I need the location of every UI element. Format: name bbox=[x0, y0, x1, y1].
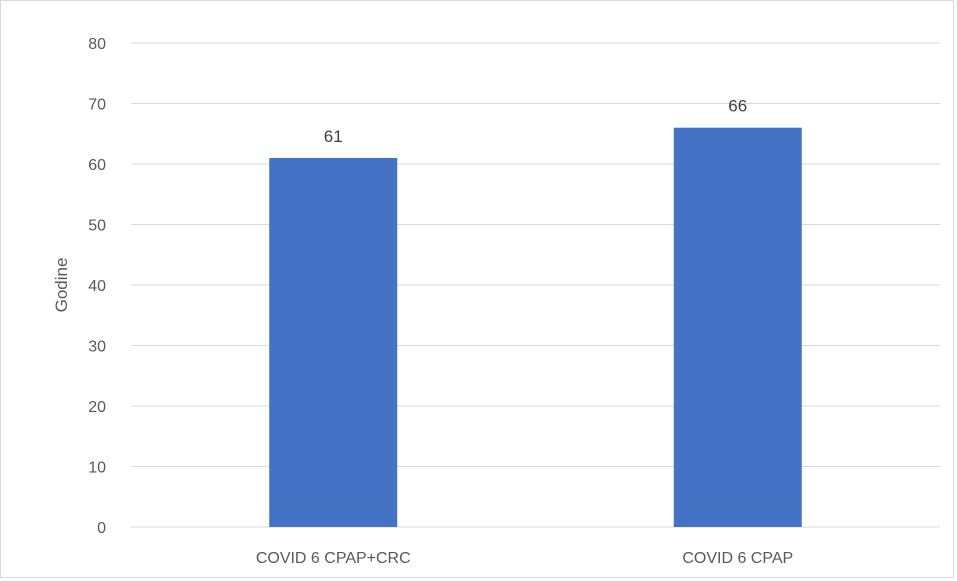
x-category-label: COVID 6 CPAP+CRC bbox=[256, 550, 411, 567]
y-tick-label: 20 bbox=[88, 399, 106, 416]
bars bbox=[269, 127, 802, 527]
bar bbox=[269, 157, 398, 527]
y-tick-label: 50 bbox=[88, 218, 106, 235]
y-tick-label: 30 bbox=[88, 339, 106, 356]
y-axis-ticks: 0 10 20 30 40 50 60 70 80 bbox=[88, 36, 106, 537]
bar bbox=[673, 127, 802, 527]
y-tick-label: 80 bbox=[88, 36, 106, 53]
bar-value-label: 61 bbox=[324, 127, 343, 146]
y-tick-label: 70 bbox=[88, 97, 106, 114]
x-category-label: COVID 6 CPAP bbox=[682, 550, 793, 567]
y-tick-label: 60 bbox=[88, 157, 106, 174]
bar-value-label: 66 bbox=[728, 97, 747, 116]
gridlines bbox=[131, 42, 940, 528]
y-tick-label: 10 bbox=[88, 460, 106, 477]
y-tick-label: 40 bbox=[88, 278, 106, 295]
x-axis-categories: COVID 6 CPAP+CRC COVID 6 CPAP bbox=[256, 550, 793, 567]
data-labels: 61 66 bbox=[324, 97, 747, 146]
y-axis-title: Godine bbox=[52, 258, 71, 313]
y-tick-label: 0 bbox=[97, 520, 106, 537]
